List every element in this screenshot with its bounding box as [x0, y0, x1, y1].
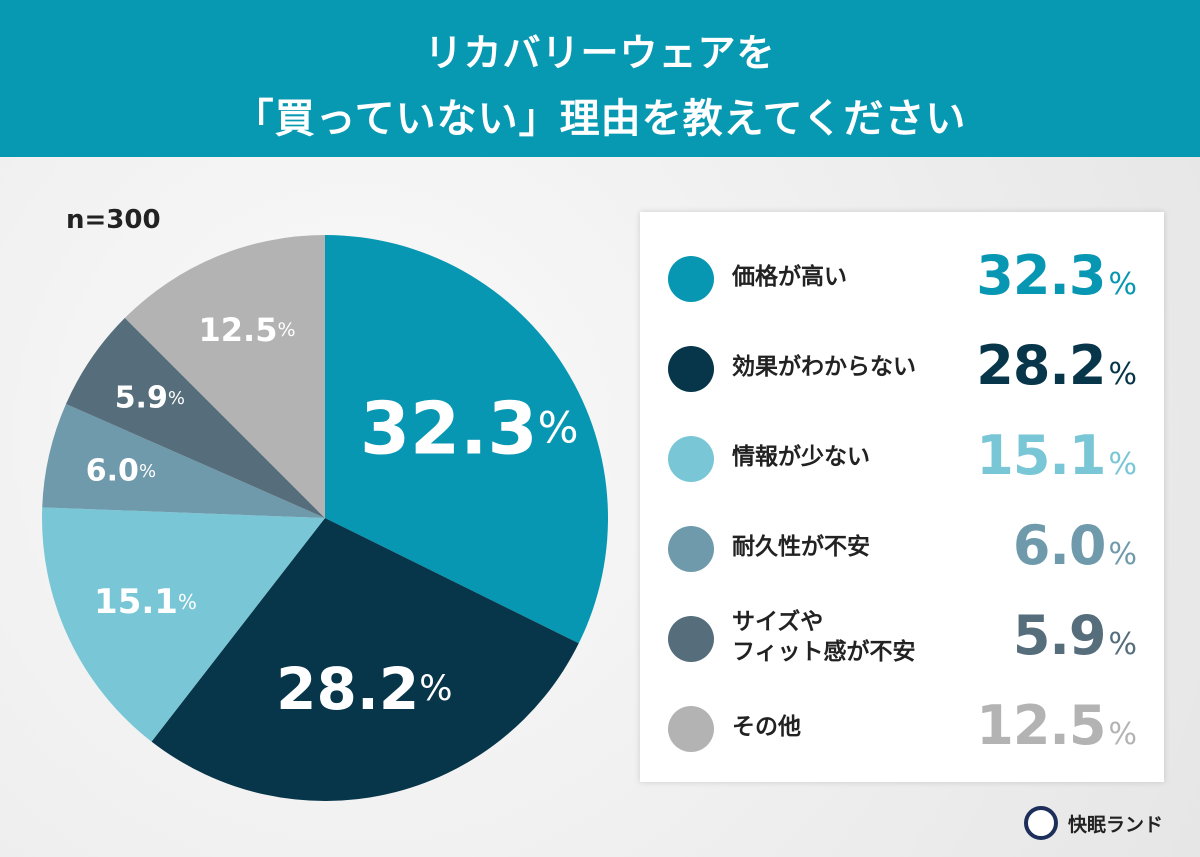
sample-size: n=300 — [66, 205, 161, 235]
legend-item: 耐久性が不安 6.0% — [640, 508, 1164, 588]
legend-value: 15.1% — [976, 424, 1137, 487]
legend-swatch-icon — [668, 706, 714, 752]
legend-value: 5.9% — [1012, 604, 1137, 667]
brand-logo-icon — [1024, 806, 1058, 840]
legend-swatch-icon — [668, 616, 714, 662]
legend-value: 28.2% — [976, 334, 1137, 397]
legend-item: その他 12.5% — [640, 688, 1164, 768]
legend-swatch-icon — [668, 526, 714, 572]
legend-swatch-icon — [668, 436, 714, 482]
pie-chart: 32.3%28.2%15.1%6.0%5.9%12.5% — [41, 235, 608, 802]
brand-name: 快眠ランド — [1068, 813, 1164, 836]
pie-slice-1 — [151, 518, 579, 802]
legend-value: 12.5% — [976, 694, 1137, 757]
percent-sign: % — [1108, 627, 1136, 662]
legend-value: 32.3% — [976, 244, 1137, 307]
legend-label: その他 — [732, 714, 801, 741]
pie-slice-3 — [42, 403, 325, 518]
chart-title-line2: 「買っていない」理由を教えてください — [233, 96, 967, 142]
legend-label: 効果がわからない — [732, 354, 916, 381]
legend-swatch-icon — [668, 256, 714, 302]
percent-sign: % — [1108, 537, 1136, 572]
pie-slice-2 — [41, 507, 325, 742]
legend-label: サイズや フィット感が不安 — [732, 609, 916, 665]
legend-item: 効果がわからない 28.2% — [640, 328, 1164, 408]
percent-sign: % — [1108, 717, 1136, 752]
legend-item: サイズや フィット感が不安 5.9% — [640, 598, 1164, 678]
legend: 価格が高い 32.3% 効果がわからない 28.2% 情報が少ない 15.1% 耐久性が不安… — [640, 212, 1164, 782]
pie-slice-5 — [124, 235, 325, 518]
chart-title-line1: リカバリーウェアを — [424, 31, 776, 75]
percent-sign: % — [1108, 357, 1136, 392]
pie-slice-4 — [65, 317, 325, 518]
legend-label: 価格が高い — [732, 264, 847, 291]
legend-value: 6.0% — [1012, 514, 1137, 577]
legend-item: 価格が高い 32.3% — [640, 238, 1164, 318]
percent-sign: % — [1108, 267, 1136, 302]
brand-logo: 快眠ランド — [1024, 806, 1163, 840]
percent-sign: % — [1108, 447, 1136, 482]
legend-label: 情報が少ない — [732, 444, 870, 471]
legend-item: 情報が少ない 15.1% — [640, 418, 1164, 498]
chart-title-banner: リカバリーウェアを 「買っていない」理由を教えてください — [0, 0, 1200, 157]
legend-label: 耐久性が不安 — [732, 534, 870, 561]
pie-slice-0 — [325, 235, 608, 644]
legend-swatch-icon — [668, 346, 714, 392]
